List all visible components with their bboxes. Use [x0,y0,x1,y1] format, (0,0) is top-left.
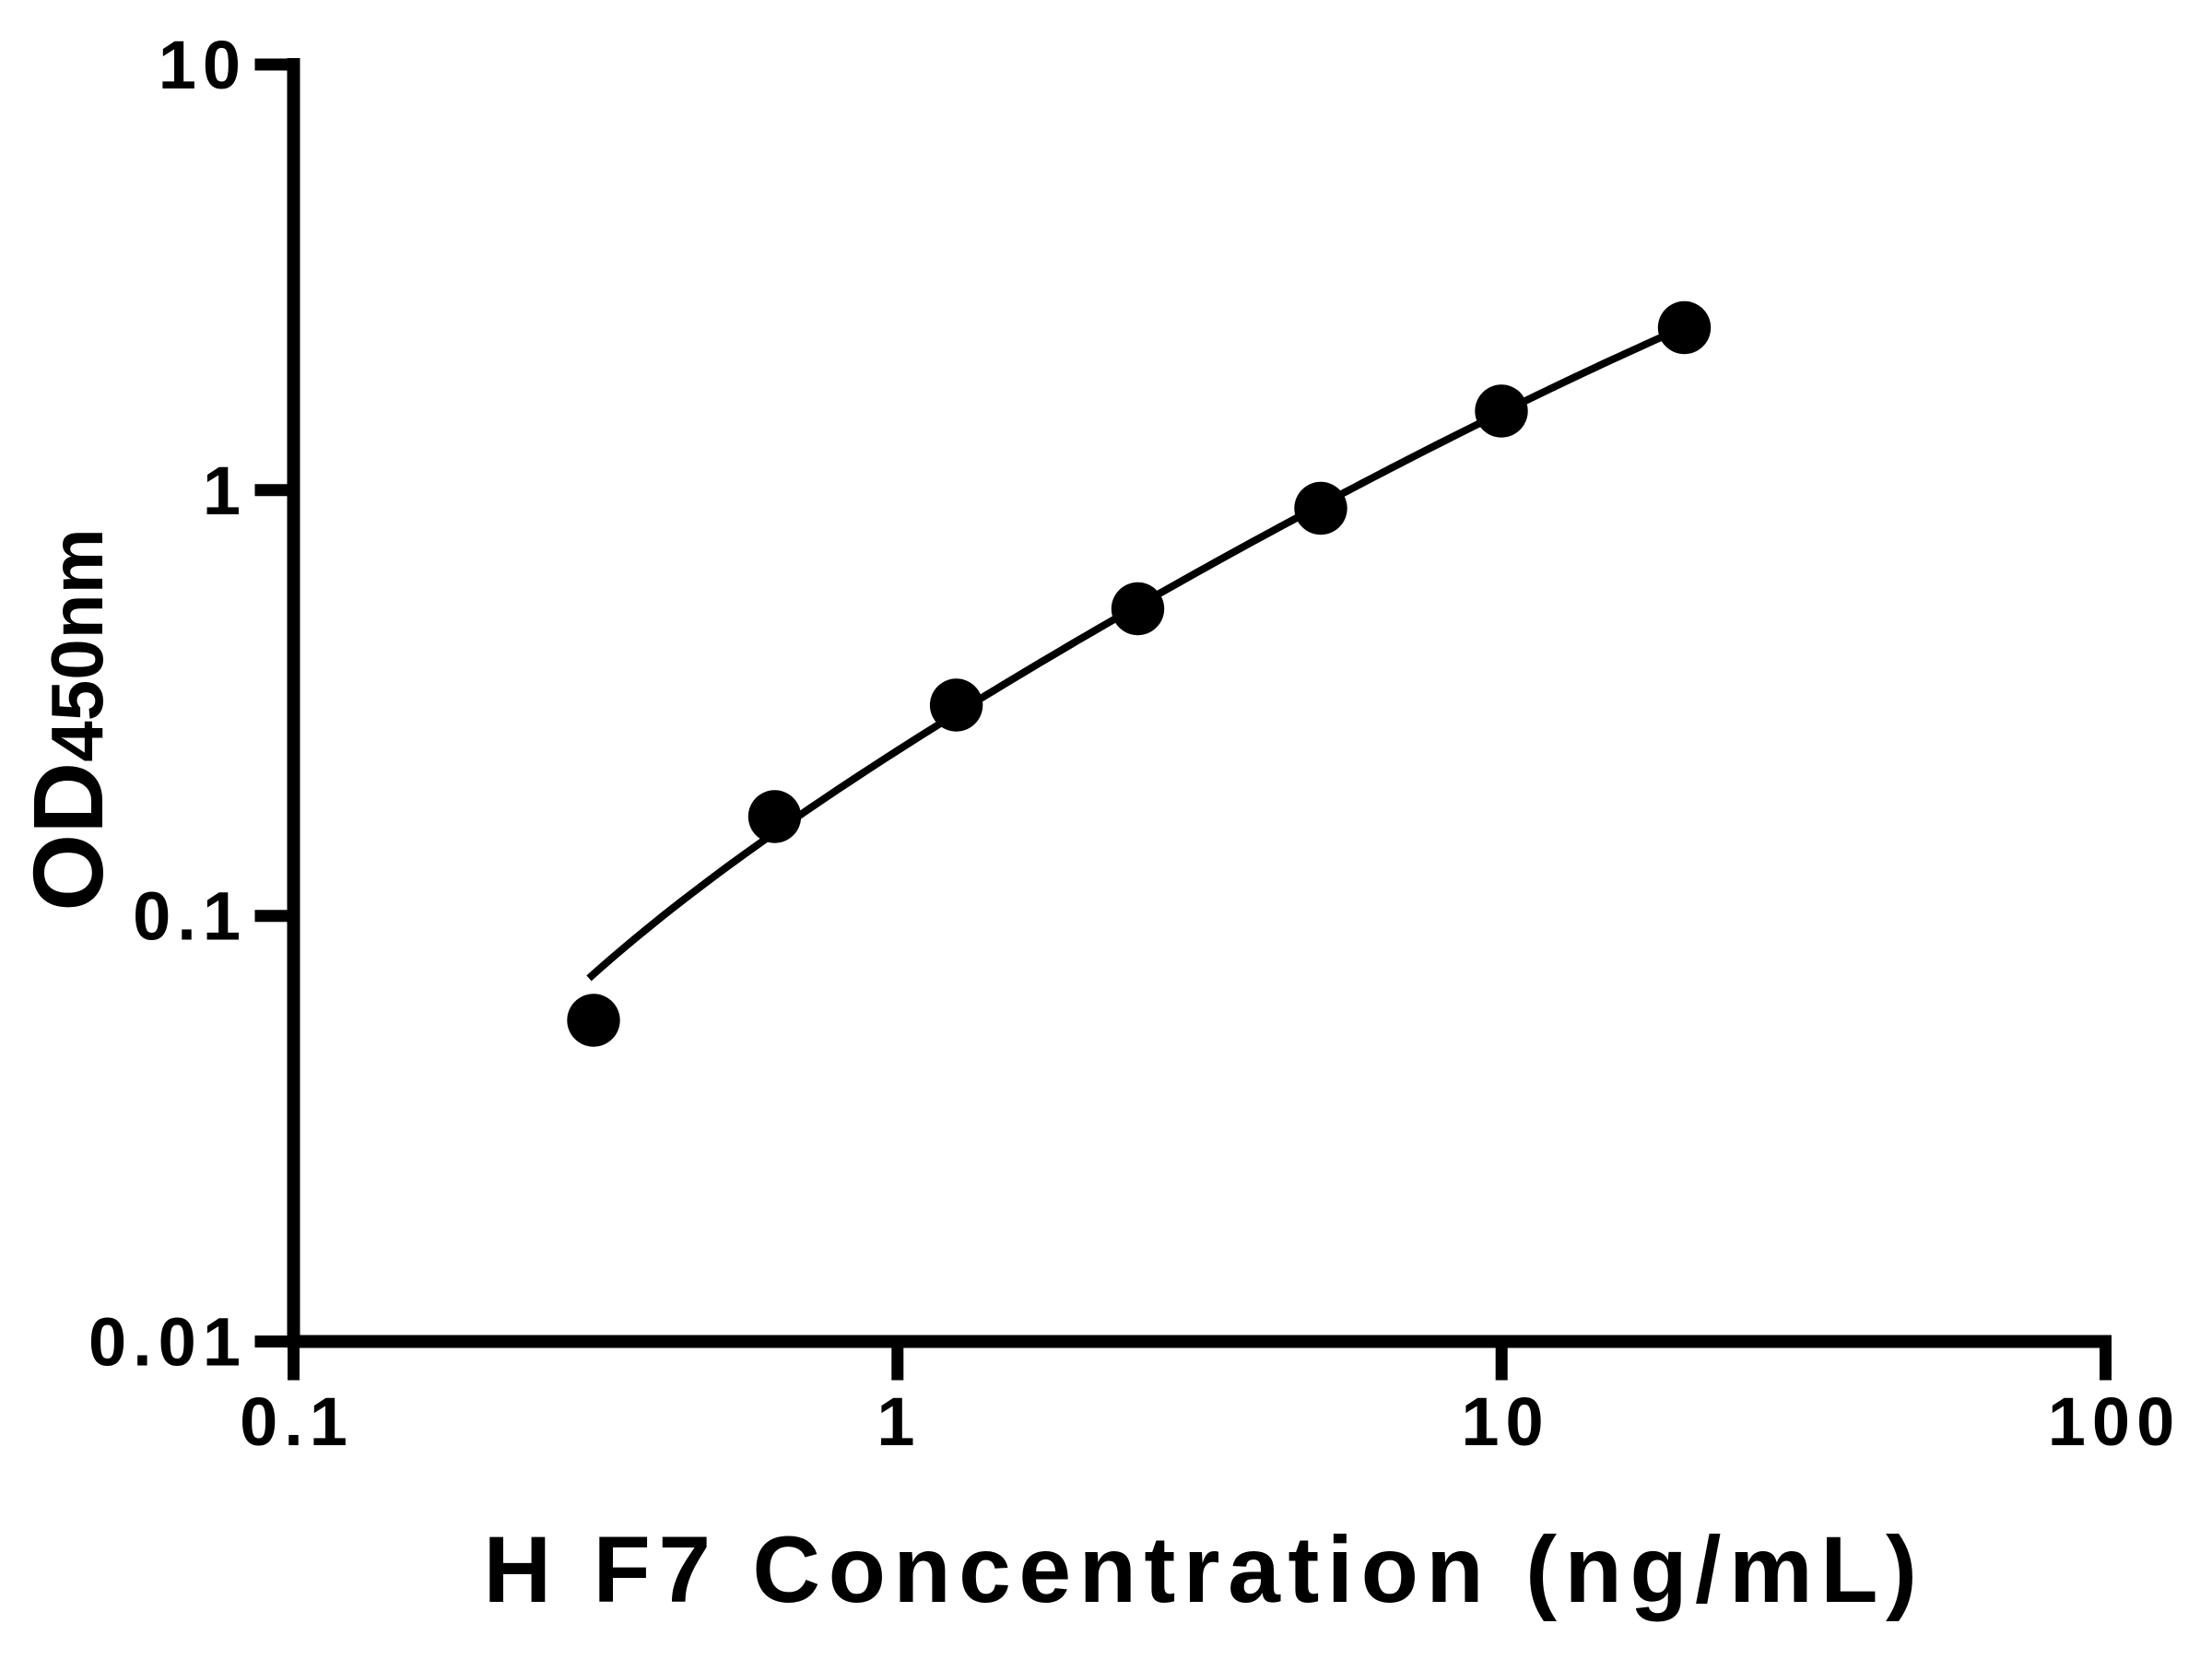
svg-text:10: 10 [1461,1383,1549,1460]
svg-text:H F7 Concentration (ng/mL): H F7 Concentration (ng/mL) [484,1517,1925,1622]
svg-text:100: 100 [2048,1383,2181,1460]
svg-text:1: 1 [203,453,247,529]
svg-text:10: 10 [159,27,247,103]
svg-text:0.01: 0.01 [88,1304,247,1381]
svg-text:1: 1 [877,1383,921,1460]
svg-text:0.1: 0.1 [240,1383,354,1460]
svg-text:0.1: 0.1 [133,878,247,955]
